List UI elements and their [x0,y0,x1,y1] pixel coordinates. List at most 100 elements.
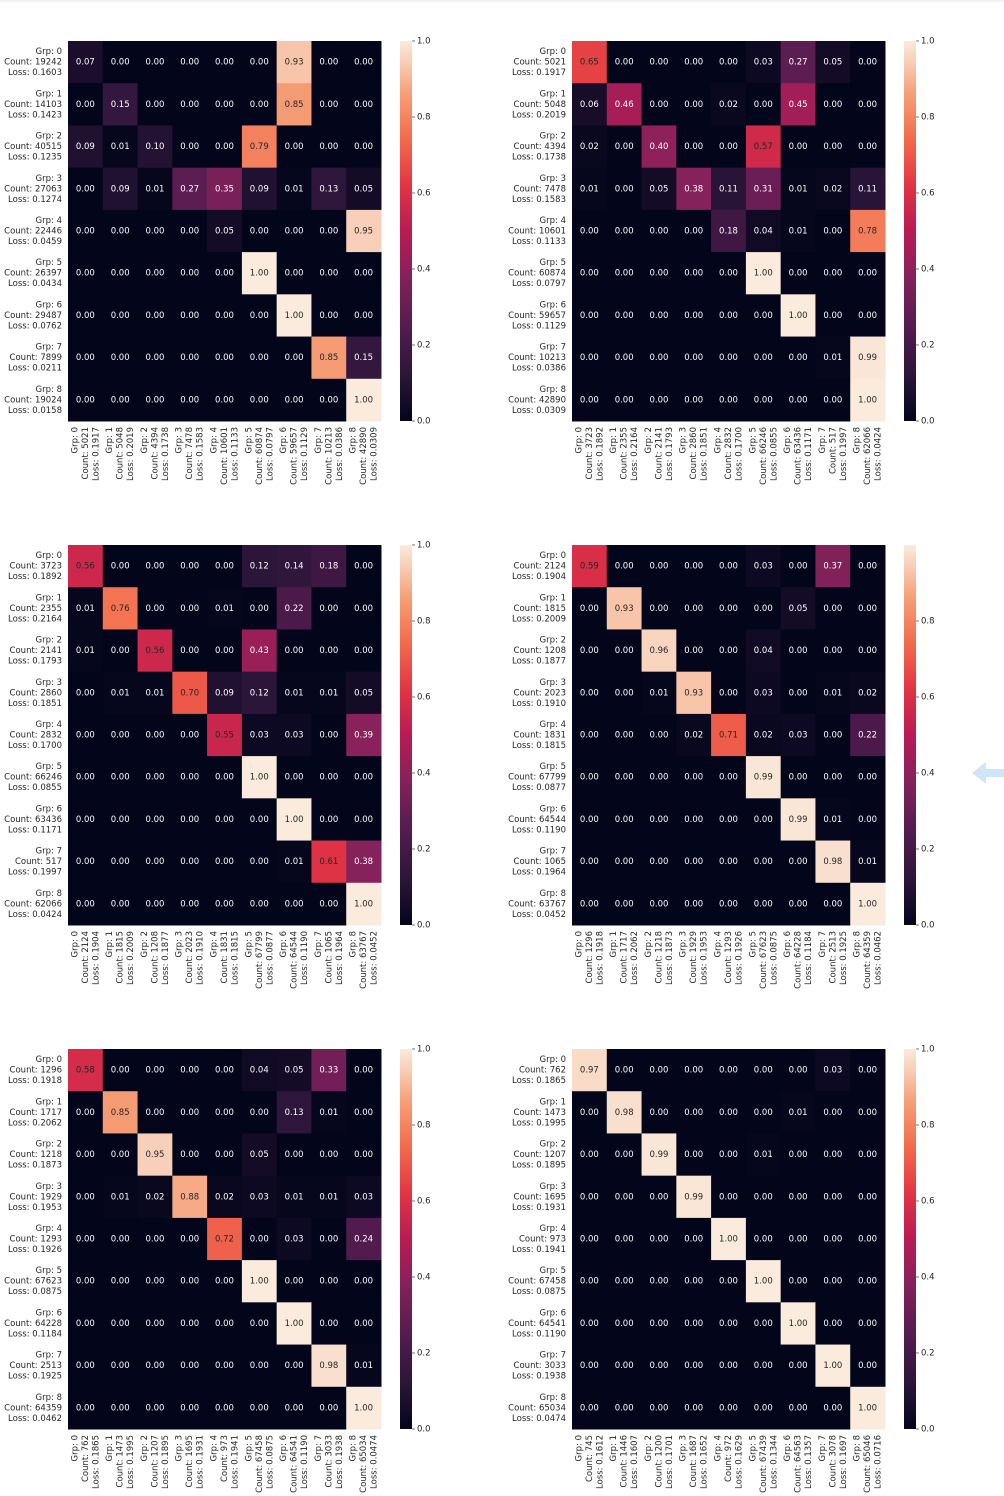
cell-label: 0.00 [145,1403,164,1413]
heatmap-cell [815,1049,851,1092]
cell-label: 0.55 [215,731,234,741]
cell-label: 0.00 [649,1361,668,1371]
heatmap-cell [241,587,278,630]
cell-label: 0.00 [319,815,338,825]
cell-label: 0.00 [789,773,808,783]
cell-label: 0.43 [250,646,269,656]
heatmap-cell [241,209,278,253]
x-tick-label: Grp: 5 [244,1435,254,1461]
cell-label: 0.13 [285,1108,304,1118]
heatmap-cell [102,587,139,630]
heatmap-cell [711,125,747,169]
cell-label: 0.00 [615,646,634,656]
cell-label: 0.04 [754,646,773,656]
cell-label: 1.00 [789,1319,808,1329]
cell-label: 0.00 [684,1319,703,1329]
heatmap-cell [276,125,312,169]
cell-label: 0.01 [789,1108,808,1118]
cell-label: 0.00 [684,1277,703,1287]
y-tick-label: Count: 64544 [508,815,566,825]
cell-label: 0.00 [615,184,634,194]
y-tick-label: Loss: 0.1184 [8,1329,62,1339]
heatmap-cell [641,587,677,630]
heatmap-cell [745,167,782,211]
heatmap-cell [241,1260,278,1303]
cell-label: 0.99 [858,353,877,363]
cell-label: 0.00 [354,1108,373,1118]
cell-label: 0.00 [754,815,773,825]
colorbar-tick-label: 0.2 [417,845,431,855]
y-tick-label: Grp: 5 [540,258,566,268]
heatmap-cell [276,1344,312,1388]
x-tick-label: Count: 5021 [81,427,91,479]
heatmap-cell [346,545,382,588]
colorbar-tick-label: 1.0 [417,541,431,551]
heatmap-cell [641,252,677,295]
heatmap-cell [276,1175,312,1219]
heatmap-cell [172,1175,208,1219]
heatmap-cell [311,209,347,253]
cell-label: 0.00 [145,1108,164,1118]
heatmap-cell [241,840,278,884]
cell-label: 0.00 [354,1277,373,1287]
cell-label: 0.01 [319,688,338,698]
heatmap-cell [745,1175,782,1219]
cell-label: 0.00 [649,353,668,363]
x-tick-label: Grp: 4 [714,931,724,957]
y-tick-label: Loss: 0.1931 [512,1203,566,1213]
y-tick-label: Loss: 0.1865 [512,1076,566,1086]
y-tick-label: Count: 1207 [514,1150,566,1160]
x-tick-label: Grp: 2 [140,1435,150,1461]
x-tick-label: Count: 517 [828,427,838,474]
heatmap-cell [172,167,208,211]
scroll-arrow[interactable] [972,762,1004,784]
x-tick-label: Loss: 0.0875 [265,1435,275,1489]
heatmap-cell [137,1260,173,1303]
heatmap-cell [572,1217,608,1261]
heatmap-cell [606,840,643,884]
heatmap-cell [641,378,677,422]
heatmap-cell [815,1302,851,1346]
x-tick-label: Grp: 6 [783,931,793,957]
heatmap-cell [676,587,712,630]
heatmap-cell [102,378,139,422]
heatmap-cell [102,83,139,126]
heatmap-cell [850,336,886,380]
heatmap-cell [241,125,278,169]
x-tick-label: Grp: 1 [609,931,619,957]
cell-label: 0.00 [145,899,164,909]
heatmap-cell [172,1344,208,1388]
cell-label: 0.00 [285,1277,304,1287]
cell-label: 0.22 [285,604,304,614]
cell-label: 0.31 [754,184,773,194]
x-tick-label: Loss: 0.1583 [196,427,206,481]
cell-label: 0.06 [580,100,599,110]
cell-label: 0.00 [789,1192,808,1202]
y-tick-label: Loss: 0.1603 [8,68,62,78]
x-tick-label: Loss: 0.1938 [335,1435,345,1489]
heatmap-cell [641,1091,677,1134]
x-tick-label: Count: 63436 [794,427,804,485]
cell-label: 0.00 [145,1066,164,1076]
cell-label: 0.00 [319,731,338,741]
heatmap-cell [850,1260,886,1303]
cell-label: 0.13 [319,184,338,194]
heatmap-cell [68,587,104,630]
cell-label: 0.99 [684,1192,703,1202]
cell-label: 0.00 [580,353,599,363]
cell-label: 0.00 [858,1235,877,1245]
cell-label: 0.00 [111,227,130,237]
cell-label: 0.00 [76,395,95,405]
x-tick-label: Loss: 0.1652 [700,1435,710,1489]
colorbar-tick-label: 1.0 [417,37,431,47]
y-tick-label: Count: 14103 [4,100,62,110]
cell-label: 0.00 [76,1150,95,1160]
heatmap-cell [850,252,886,295]
cell-label: 0.00 [354,773,373,783]
y-tick-label: Count: 19024 [4,395,62,405]
cell-label: 0.00 [858,562,877,572]
y-tick-label: Grp: 7 [540,847,566,857]
cell-label: 0.00 [719,899,738,909]
cell-label: 0.01 [285,688,304,698]
